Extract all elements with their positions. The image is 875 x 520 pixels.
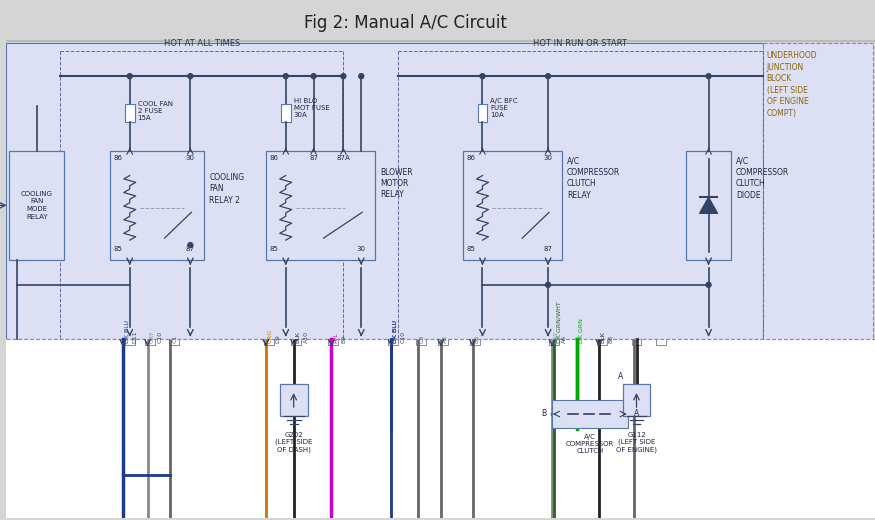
Bar [5, 43, 763, 340]
Text: GRY: GRY [554, 331, 559, 344]
Text: C1: C1 [635, 335, 640, 344]
Bar [552, 400, 627, 428]
Text: DK BLU: DK BLU [393, 320, 398, 344]
Text: GRY: GRY [150, 331, 155, 344]
Text: C1: C1 [172, 335, 178, 344]
Text: 87: 87 [186, 246, 195, 252]
Polygon shape [700, 198, 717, 213]
Text: C10: C10 [158, 331, 163, 344]
Text: DK GRN/WHT: DK GRN/WHT [556, 302, 561, 344]
Text: ORG: ORG [268, 329, 273, 344]
Circle shape [312, 74, 316, 79]
Text: UNDERHOOD
JUNCTION
BLOCK
(LEFT SIDE
OF ENGINE
COMPT): UNDERHOOD JUNCTION BLOCK (LEFT SIDE OF E… [766, 51, 817, 118]
Circle shape [480, 74, 485, 79]
Text: 85: 85 [466, 246, 475, 252]
Circle shape [706, 282, 711, 288]
Text: A/C
COMPRESSOR
CLUTCH: A/C COMPRESSOR CLUTCH [565, 434, 614, 454]
Text: HI BLO
MOT FUSE
30A: HI BLO MOT FUSE 30A [294, 98, 329, 118]
Text: 86: 86 [113, 154, 123, 161]
Text: A: A [618, 372, 623, 381]
Text: A/C BFC
FUSE
10A: A/C BFC FUSE 10A [491, 98, 518, 118]
Bar [623, 384, 650, 416]
Text: 85: 85 [270, 246, 278, 252]
Bar [463, 151, 562, 260]
Text: DK GRN: DK GRN [579, 319, 584, 344]
Text: A6: A6 [562, 335, 567, 344]
Bar [763, 43, 873, 340]
Bar [110, 151, 204, 260]
Circle shape [341, 74, 346, 79]
Text: PPL: PPL [333, 333, 339, 344]
Text: 30: 30 [357, 246, 366, 252]
Text: 87: 87 [543, 246, 553, 252]
Bar [5, 340, 875, 518]
Text: HOT IN RUN OR START: HOT IN RUN OR START [534, 40, 627, 48]
Text: A/C
COMPRESSOR
CLUTCH
DIODE: A/C COMPRESSOR CLUTCH DIODE [736, 157, 789, 200]
Text: 30: 30 [186, 154, 195, 161]
Text: 87: 87 [309, 154, 318, 161]
Bar [478, 105, 487, 122]
Circle shape [359, 74, 364, 79]
Text: COOLING
FAN
MODE
RELAY: COOLING FAN MODE RELAY [21, 191, 52, 220]
Text: B8: B8 [609, 335, 613, 344]
Text: BLK: BLK [296, 332, 301, 344]
Text: HOT AT ALL TIMES: HOT AT ALL TIMES [164, 40, 240, 48]
Text: A: A [634, 409, 639, 418]
Text: BLK: BLK [601, 332, 605, 344]
Circle shape [546, 282, 550, 288]
Text: C10: C10 [401, 331, 406, 344]
Text: D11: D11 [133, 331, 137, 344]
Bar [686, 151, 731, 260]
Circle shape [127, 74, 132, 79]
Bar [125, 105, 135, 122]
Text: 87A: 87A [337, 154, 350, 161]
Text: G112
(LEFT SIDE
OF ENGINE): G112 (LEFT SIDE OF ENGINE) [616, 432, 657, 453]
Text: G202
(LEFT SIDE
OF DASH): G202 (LEFT SIDE OF DASH) [275, 432, 312, 453]
Text: 30: 30 [543, 154, 553, 161]
Text: DK BLU: DK BLU [393, 320, 398, 344]
Circle shape [188, 74, 192, 79]
Text: B9: B9 [341, 335, 346, 344]
Circle shape [284, 74, 288, 79]
Text: D9: D9 [276, 334, 281, 344]
Text: A10: A10 [304, 331, 309, 344]
Circle shape [188, 243, 192, 248]
Circle shape [706, 74, 711, 79]
Bar [280, 384, 308, 416]
Text: 86: 86 [466, 154, 475, 161]
Bar [266, 151, 375, 260]
Text: DK BLU: DK BLU [125, 320, 130, 344]
Text: A2: A2 [443, 335, 448, 344]
Text: COOL FAN
2 FUSE
15A: COOL FAN 2 FUSE 15A [137, 101, 172, 121]
Bar [10, 151, 64, 260]
Text: B: B [541, 409, 546, 418]
Text: COOLING
FAN
RELAY 2: COOLING FAN RELAY 2 [209, 173, 244, 205]
Text: Fig 2: Manual A/C Circuit: Fig 2: Manual A/C Circuit [304, 14, 507, 32]
Text: B6: B6 [474, 335, 480, 344]
Text: 86: 86 [270, 154, 278, 161]
Text: C3: C3 [420, 335, 425, 344]
Circle shape [546, 74, 550, 79]
Bar [281, 105, 290, 122]
Text: 85: 85 [114, 246, 122, 252]
Text: BLOWER
MOTOR
RELAY: BLOWER MOTOR RELAY [380, 167, 413, 200]
Text: A/C
COMPRESSOR
CLUTCH
RELAY: A/C COMPRESSOR CLUTCH RELAY [567, 157, 620, 200]
